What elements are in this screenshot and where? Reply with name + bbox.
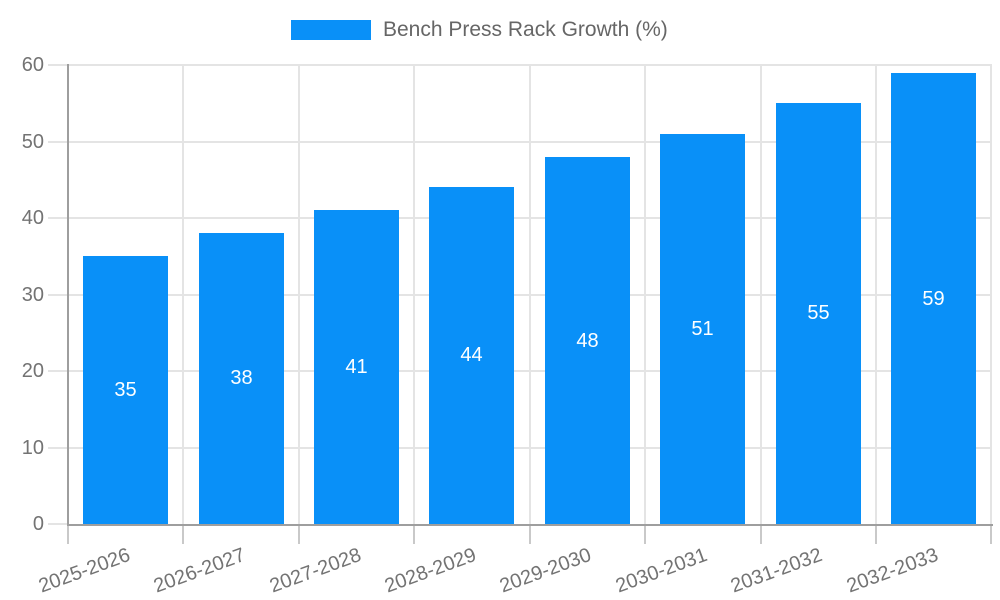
legend-label: Bench Press Rack Growth (%) (383, 18, 668, 41)
x-tick-mark (644, 526, 646, 544)
x-axis-category-label: 2032-2033 (844, 544, 942, 598)
x-gridline (413, 64, 415, 524)
x-axis-category-label: 2026-2027 (151, 544, 249, 598)
x-gridline (644, 64, 646, 524)
y-tick-mark (48, 523, 68, 525)
y-axis-tick-label: 20 (21, 360, 44, 382)
x-axis-category-label: 2029-2030 (497, 544, 595, 598)
y-gridline (48, 141, 991, 143)
bar-value-label: 41 (345, 356, 368, 378)
y-gridline (48, 64, 991, 66)
bar-value-label: 44 (460, 344, 483, 366)
x-gridline (875, 64, 877, 524)
bar[interactable]: 41 (314, 210, 399, 524)
x-axis-category-label: 2031-2032 (728, 544, 826, 598)
bar-value-label: 48 (576, 330, 599, 352)
x-tick-mark (875, 526, 877, 544)
x-tick-mark (182, 526, 184, 544)
y-gridline (48, 217, 991, 219)
bar-value-label: 35 (114, 379, 137, 401)
y-gridline (48, 447, 991, 449)
y-axis-tick-label: 60 (21, 54, 44, 76)
x-axis-category-label: 2027-2028 (267, 544, 365, 598)
x-tick-mark (990, 526, 992, 544)
y-axis-tick-label: 30 (21, 284, 44, 306)
x-tick-mark (529, 526, 531, 544)
y-axis-line (67, 64, 69, 526)
x-gridline (760, 64, 762, 524)
x-gridline (529, 64, 531, 524)
legend-swatch (291, 20, 371, 40)
x-tick-mark (298, 526, 300, 544)
x-axis-category-label: 2028-2029 (382, 544, 480, 598)
bar[interactable]: 51 (660, 134, 745, 524)
bar[interactable]: 44 (429, 187, 514, 524)
bar-value-label: 51 (691, 318, 714, 340)
x-tick-mark (413, 526, 415, 544)
y-axis-tick-label: 0 (32, 513, 44, 535)
y-gridline (48, 370, 991, 372)
bar-value-label: 59 (922, 288, 945, 310)
legend-item[interactable]: Bench Press Rack Growth (%) (291, 19, 668, 41)
bar[interactable]: 59 (891, 73, 976, 524)
bar[interactable]: 48 (545, 157, 630, 524)
x-axis-line (67, 524, 993, 526)
y-axis-tick-label: 40 (21, 207, 44, 229)
x-tick-mark (760, 526, 762, 544)
x-gridline (182, 64, 184, 524)
x-axis-category-label: 2025-2026 (36, 544, 134, 598)
y-axis-tick-label: 10 (21, 437, 44, 459)
bar[interactable]: 35 (83, 256, 168, 524)
bar-value-label: 38 (230, 367, 253, 389)
bar-value-label: 55 (807, 302, 830, 324)
y-axis-tick-label: 50 (21, 131, 44, 153)
x-tick-mark (67, 526, 69, 544)
y-gridline (48, 294, 991, 296)
bar[interactable]: 38 (199, 233, 284, 524)
bar[interactable]: 55 (776, 103, 861, 524)
x-axis-category-label: 2030-2031 (613, 544, 711, 598)
x-gridline (298, 64, 300, 524)
x-gridline (990, 64, 992, 524)
